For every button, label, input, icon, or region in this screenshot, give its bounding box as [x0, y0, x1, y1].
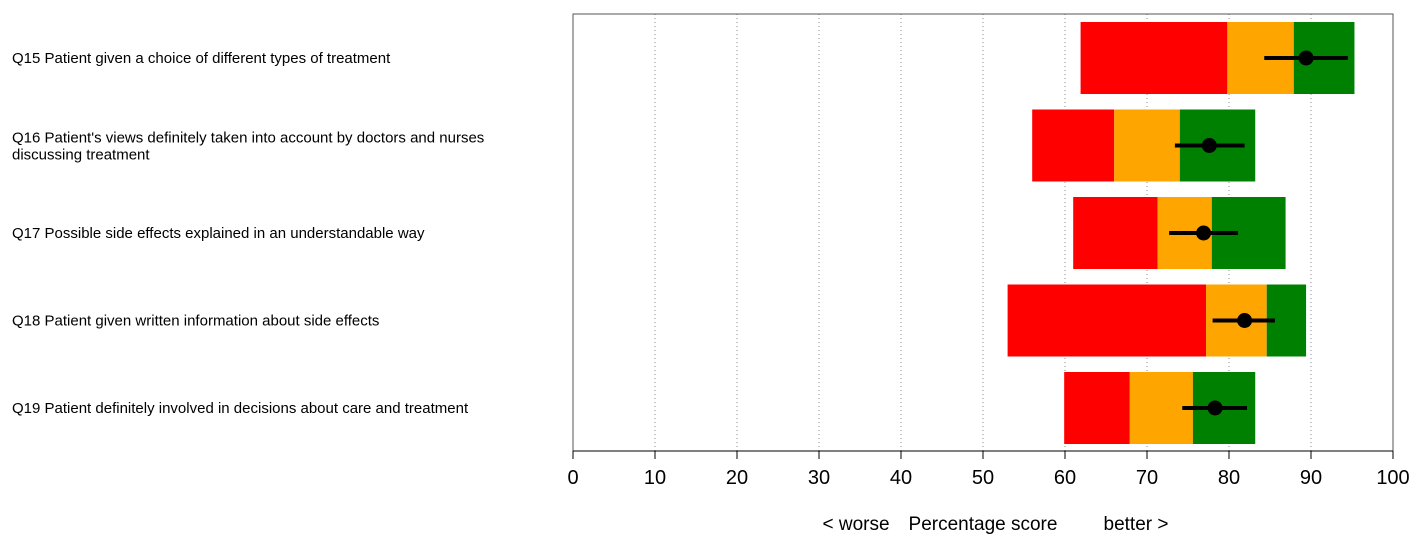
- question-label: discussing treatment: [12, 147, 150, 164]
- x-axis-title: < worse Percentage score better >: [822, 514, 1168, 535]
- amber-band: [1114, 109, 1180, 182]
- x-tick-label: 0: [567, 467, 578, 489]
- red-band: [1064, 372, 1130, 444]
- x-tick-label: 80: [1218, 467, 1240, 489]
- x-tick-label: 90: [1300, 467, 1322, 489]
- question-row: [1007, 284, 1307, 357]
- red-band: [1032, 109, 1115, 182]
- x-tick-label: 30: [808, 467, 830, 489]
- question-label: Q18 Patient given written information ab…: [12, 313, 379, 330]
- score-point: [1196, 225, 1212, 241]
- x-tick-label: 20: [726, 467, 748, 489]
- x-axis-worse-label: < worse: [822, 514, 889, 535]
- x-axis: 0 10 20 30 40 50 60 70 80 90 100: [567, 450, 1410, 489]
- score-point: [1298, 50, 1314, 66]
- question-row: [1073, 197, 1286, 269]
- x-tick-label: 60: [1054, 467, 1076, 489]
- question-label: Q15 Patient given a choice of different …: [12, 50, 391, 67]
- x-tick-label: 50: [972, 467, 994, 489]
- x-axis-better-label: better >: [1104, 514, 1169, 535]
- red-band: [1073, 197, 1158, 269]
- red-band: [1080, 22, 1228, 94]
- question-label: Q17 Possible side effects explained in a…: [12, 225, 425, 242]
- question-row: [1080, 22, 1355, 94]
- question-labels: Q15 Patient given a choice of different …: [12, 50, 484, 417]
- red-band: [1007, 284, 1207, 357]
- x-tick-label: 40: [890, 467, 912, 489]
- x-tick-label: 70: [1136, 467, 1158, 489]
- x-tick-label: 10: [644, 467, 666, 489]
- score-point: [1201, 138, 1217, 153]
- question-row: [1032, 109, 1256, 182]
- question-label: Q19 Patient definitely involved in decis…: [12, 400, 469, 417]
- x-axis-title-label: Percentage score: [909, 514, 1058, 535]
- score-point: [1207, 400, 1223, 416]
- question-row: [1064, 372, 1256, 444]
- question-label: Q16 Patient's views definitely taken int…: [12, 130, 484, 147]
- bars: [1007, 22, 1355, 444]
- x-tick-label: 100: [1376, 467, 1409, 489]
- score-point: [1237, 313, 1253, 328]
